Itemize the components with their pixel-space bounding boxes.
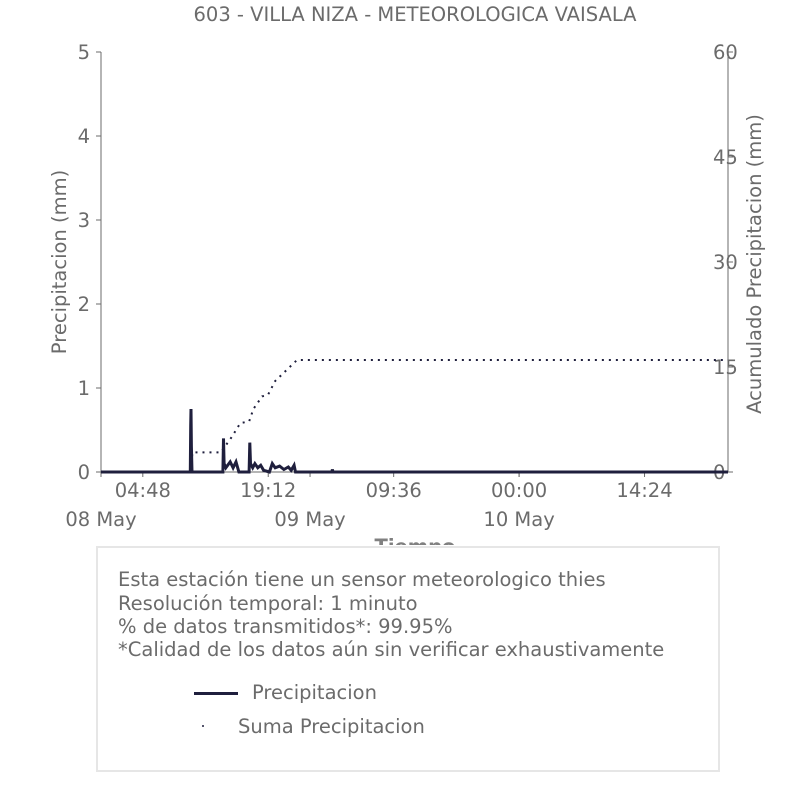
x-tick-label-time: 14:24 (616, 479, 672, 502)
x-tick-label-date: 10 May (483, 508, 554, 531)
x-tick-label-date: 09 May (274, 508, 345, 531)
info-quality-note: *Calidad de los datos aún sin verificar … (118, 638, 665, 661)
x-tick-label-time: 00:00 (491, 479, 547, 502)
info-sensor-text: Esta estación tiene un sensor meteorolog… (118, 568, 606, 591)
x-tick-label-time: 04:48 (115, 479, 171, 502)
precipitation-chart: 603 - VILLA NIZA - METEOROLOGICA VAISALA… (48, 3, 766, 545)
y-tick-label-left: 1 (78, 377, 90, 400)
y-tick-label-left: 0 (78, 461, 90, 484)
y-tick-label-right: 30 (713, 251, 738, 274)
x-tick-label-date: 08 May (65, 508, 136, 531)
y-axis-label-right: Acumulado Precipitacion (mm) (743, 114, 766, 414)
legend-suma-swatch (202, 725, 204, 727)
x-tick-label-time: 09:36 (366, 479, 422, 502)
y-tick-label-right: 60 (713, 41, 738, 64)
x-axis-label: Tiempo (375, 535, 456, 545)
y-tick-label-right: 15 (713, 356, 738, 379)
y-axis-label-left: Precipitacion (mm) (48, 170, 71, 354)
legend-precipitacion-label: Precipitacion (252, 681, 377, 704)
y-tick-label-left: 4 (78, 125, 90, 148)
y-tick-label-left: 3 (78, 209, 90, 232)
info-transmitted-text: % de datos transmitidos*: 99.95% (118, 615, 453, 638)
legend-precipitacion-swatch (194, 692, 238, 695)
y-tick-label-right: 45 (713, 146, 738, 169)
y-tick-label-left: 5 (78, 41, 90, 64)
series-line-precipitacion (101, 408, 728, 474)
y-tick-label-left: 2 (78, 293, 90, 316)
series-line-suma-precipitacion (101, 359, 728, 473)
x-tick-label-time: 19:12 (240, 479, 296, 502)
chart-title: 603 - VILLA NIZA - METEOROLOGICA VAISALA (194, 3, 638, 26)
info-resolution-text: Resolución temporal: 1 minuto (118, 592, 418, 615)
info-legend-box: Esta estación tiene un sensor meteorolog… (96, 546, 720, 772)
legend-suma-label: Suma Precipitacion (238, 715, 425, 738)
